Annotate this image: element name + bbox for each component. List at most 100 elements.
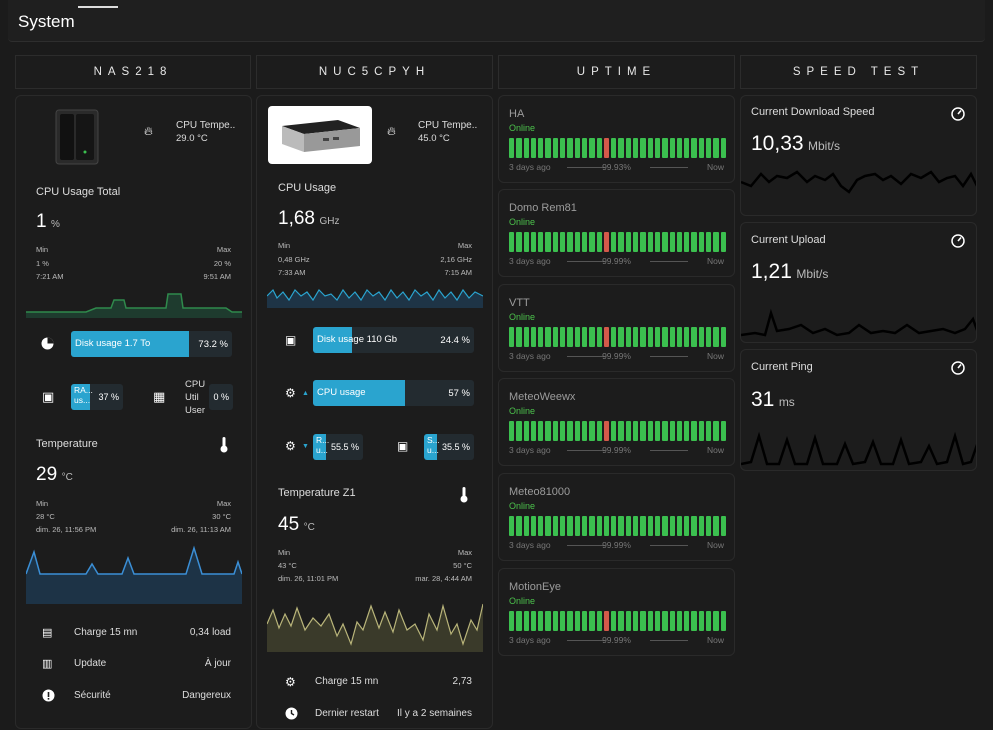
uptime-segment-up: [545, 516, 551, 536]
uptime-bars: [509, 611, 726, 631]
flame-icon: 🔥︎: [387, 124, 396, 138]
period-start: 3 days ago: [509, 256, 551, 266]
uptime-segment-up: [530, 516, 537, 536]
uptime-segment-up: [625, 421, 632, 441]
max-label: Max: [216, 245, 231, 254]
cpu-temp-label: CPU Tempe..: [418, 120, 478, 131]
uptime-footer: 3 days ago 99.99% Now: [509, 635, 724, 645]
uptime-segment-up: [706, 421, 712, 441]
uptime-footer: 3 days ago 99.93% Now: [509, 162, 724, 172]
speedtest-ping-card[interactable]: Current Ping 31 ms: [740, 349, 977, 471]
speedtest-download-card[interactable]: Current Download Speed 10,33 Mbit/s: [740, 95, 977, 216]
service-status: Online: [509, 312, 536, 322]
divider: [650, 261, 688, 262]
uptime-segment-up: [567, 232, 573, 252]
uptime-segment-up: [676, 327, 683, 347]
cpu-usage-title: CPU Usage Total: [36, 186, 121, 198]
uptime-segment-up: [720, 138, 726, 158]
uptime-segment-up: [567, 516, 573, 536]
uptime-segment-up: [581, 138, 588, 158]
uptime-segment-up: [545, 327, 551, 347]
min-label: Min: [36, 499, 49, 508]
uptime-segment-up: [509, 516, 515, 536]
period-end: Now: [706, 351, 724, 361]
uptime-segment-down: [603, 138, 610, 158]
period-start: 3 days ago: [509, 351, 551, 361]
uptime-segment-up: [611, 421, 617, 441]
uptime-segment-up: [530, 138, 537, 158]
uptime-card-motioneye[interactable]: MotionEye Online 3 days ago 99.99% Now: [498, 568, 735, 656]
nuc-card: 🔥︎ CPU Tempe.. 45.0 °C CPU Usage 1,68 GH…: [256, 95, 493, 729]
service-status: Online: [509, 406, 536, 416]
uptime-segment-up: [698, 611, 705, 631]
memory-icon: ▣: [42, 389, 55, 404]
uptime-segment-up: [611, 138, 617, 158]
uptime-segment-up: [618, 516, 624, 536]
uptime-segment-up: [633, 327, 639, 347]
uptime-segment-up: [611, 232, 617, 252]
update-label: Update: [74, 658, 107, 669]
uptime-card-domo[interactable]: Domo Rem81 Online 3 days ago 99.99% Now: [498, 189, 735, 277]
uptime-footer: 3 days ago 99.99% Now: [509, 540, 724, 550]
service-status: Online: [509, 123, 536, 133]
uptime-segment-up: [669, 611, 675, 631]
uptime-segment-up: [530, 232, 537, 252]
download-graph: [741, 170, 976, 194]
swap-usage-value: 35.5 %: [441, 442, 470, 452]
ram-usage-fill: [313, 434, 326, 460]
uptime-percent: 99.99%: [602, 256, 631, 266]
uptime-segment-up: [691, 138, 697, 158]
chip-icon: ⚙: [285, 675, 296, 689]
divider: [650, 545, 688, 546]
uptime-segment-up: [538, 421, 544, 441]
uptime-segment-up: [567, 138, 573, 158]
uptime-segment-up: [574, 611, 580, 631]
uptime-segment-up: [611, 611, 617, 631]
uptime-segment-up: [589, 516, 595, 536]
uptime-segment-up: [633, 611, 639, 631]
uptime-segment-up: [552, 232, 559, 252]
uptime-segment-up: [633, 138, 639, 158]
uptime-bars: [509, 327, 726, 347]
min-label: Min: [278, 548, 291, 557]
uptime-segment-up: [581, 611, 588, 631]
uptime-segment-up: [545, 421, 551, 441]
uptime-card-meteoweewx[interactable]: MeteoWeewx Online 3 days ago 99.99% Now: [498, 378, 735, 466]
uptime-segment-up: [669, 327, 675, 347]
temperature-unit: °C: [61, 472, 73, 483]
speedtest-upload-card[interactable]: Current Upload 1,21 Mbit/s: [740, 222, 977, 343]
service-status: Online: [509, 501, 536, 511]
ram-usage-label: RA... us...: [74, 385, 93, 405]
uptime-bars: [509, 232, 726, 252]
uptime-segment-up: [618, 421, 624, 441]
uptime-card-ha[interactable]: HA Online 3 days ago 99.93% Now: [498, 95, 735, 183]
service-status: Online: [509, 596, 536, 606]
uptime-segment-up: [509, 327, 515, 347]
tab-indicator: [78, 6, 118, 8]
column-header-nas: NAS218: [15, 55, 251, 89]
uptime-segment-up: [713, 232, 719, 252]
ram-usage-value: 37 %: [98, 392, 119, 402]
divider: [567, 356, 605, 357]
download-readout: 10,33 Mbit/s: [751, 132, 840, 156]
uptime-footer: 3 days ago 99.99% Now: [509, 445, 724, 455]
uptime-segment-up: [654, 421, 661, 441]
thermometer-icon: [460, 487, 468, 503]
uptime-segment-down: [603, 611, 610, 631]
divider: [567, 261, 605, 262]
uptime-card-meteo81000[interactable]: Meteo81000 Online 3 days ago 99.99% Now: [498, 473, 735, 561]
period-end: Now: [706, 445, 724, 455]
uptime-segment-up: [516, 516, 522, 536]
uptime-segment-up: [589, 138, 595, 158]
uptime-percent: 99.99%: [602, 351, 631, 361]
uptime-segment-up: [509, 138, 515, 158]
uptime-segment-up: [581, 327, 588, 347]
uptime-segment-up: [516, 611, 522, 631]
download-value: 10,33: [751, 132, 804, 155]
uptime-percent: 99.99%: [602, 540, 631, 550]
cpu-usage-bar: CPU usage 57 %: [313, 380, 474, 406]
temperature-graph: [267, 603, 483, 652]
uptime-card-vtt[interactable]: VTT Online 3 days ago 99.99% Now: [498, 284, 735, 372]
period-start: 3 days ago: [509, 540, 551, 550]
uptime-segment-up: [574, 327, 580, 347]
